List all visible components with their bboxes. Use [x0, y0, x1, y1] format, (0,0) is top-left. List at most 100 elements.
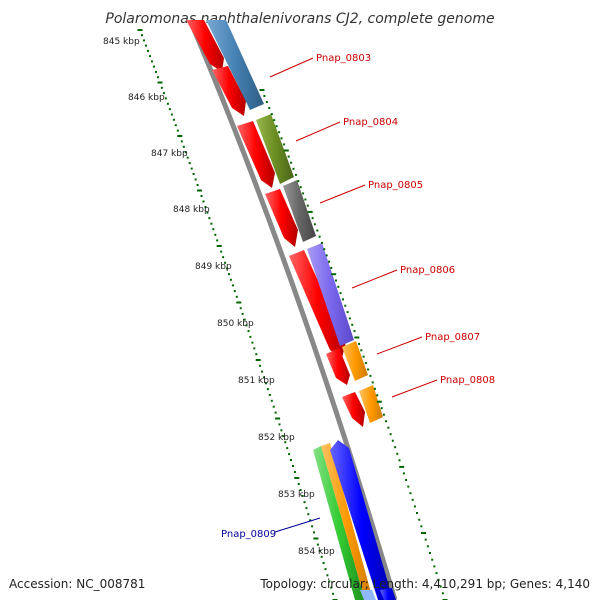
- ruler-dot: [387, 426, 390, 429]
- ruler-dot: [311, 525, 314, 528]
- ruler-dot: [184, 151, 187, 154]
- ruler-dot: [409, 492, 412, 495]
- ruler-dot: [331, 273, 337, 276]
- ruler-dot: [196, 184, 199, 186]
- cds-arrow[interactable]: [212, 66, 246, 116]
- gene-label-pnap-0809[interactable]: Pnap_0809: [221, 529, 276, 540]
- ruler-dot: [249, 335, 252, 338]
- ruler-dot: [270, 399, 273, 402]
- ruler-dot: [411, 498, 414, 501]
- ruler-dot: [228, 273, 230, 276]
- ruler-dot: [166, 102, 169, 105]
- ruler-dot: [313, 531, 315, 534]
- ruler-dot: [243, 318, 246, 321]
- map-title: Polaromonas naphthalenivorans CJ2, compl…: [105, 11, 494, 27]
- ruler-dot: [210, 222, 213, 225]
- ruler-dot: [149, 55, 151, 58]
- ruler-dot: [192, 173, 195, 175]
- feature-bar-olive[interactable]: [256, 114, 294, 184]
- ruler-dot: [266, 388, 269, 391]
- ruler-dot: [318, 235, 321, 238]
- ruler-dot: [145, 44, 147, 47]
- ruler-dot: [323, 248, 326, 251]
- ruler-dot: [255, 359, 261, 361]
- feature-bar-green[interactable]: [313, 446, 365, 600]
- ruler-dot: [261, 370, 264, 373]
- cds-arrow[interactable]: [342, 392, 365, 427]
- ruler-dot: [325, 254, 328, 257]
- ruler-dot: [311, 217, 314, 220]
- ruler-dot: [394, 446, 397, 449]
- tick-label: 853 kbp: [278, 490, 315, 500]
- tick-label: 852 kbp: [258, 433, 295, 443]
- ruler-dot: [307, 513, 310, 516]
- leader-line: [295, 121, 341, 142]
- ruler-dot: [405, 479, 408, 481]
- accession-text: Accession: NC_008781: [9, 577, 145, 591]
- cds-arrow-blue[interactable]: [330, 440, 393, 600]
- ruler-dot: [385, 420, 388, 423]
- ruler-dot: [282, 435, 285, 438]
- ruler-dot: [212, 228, 215, 231]
- ruler-dot: [301, 495, 304, 497]
- ruler-dot: [324, 568, 327, 571]
- ruler-dot: [407, 485, 410, 488]
- tick-label: 854 kbp: [298, 547, 335, 557]
- ruler-dot: [147, 49, 149, 52]
- gene-label-pnap-0803[interactable]: Pnap_0803: [316, 53, 371, 64]
- position-ruler: [137, 29, 338, 600]
- ruler-dot: [180, 140, 183, 143]
- ruler-dot: [245, 324, 248, 327]
- ruler-dot: [214, 233, 217, 236]
- ruler-dot: [376, 394, 379, 397]
- ruler-dot: [292, 465, 294, 467]
- tick-labels: 845 kbp 846 kbp 847 kbp 848 kbp 849 kbp …: [103, 37, 335, 557]
- cds-arrow[interactable]: [289, 250, 346, 358]
- ruler-dot: [290, 161, 293, 164]
- gene-label-pnap-0806[interactable]: Pnap_0806: [400, 265, 455, 276]
- ruler-dot: [229, 278, 232, 281]
- ruler-dot: [216, 245, 222, 247]
- ruler-dot: [270, 113, 273, 116]
- cds-arrow[interactable]: [237, 121, 275, 188]
- feature-bar-gray[interactable]: [283, 180, 316, 242]
- gene-label-pnap-0805[interactable]: Pnap_0805: [368, 180, 423, 191]
- gene-label-pnap-0807[interactable]: Pnap_0807: [425, 332, 480, 343]
- ruler-dot: [275, 125, 278, 128]
- ruler-dot: [235, 295, 238, 298]
- feature-bar-orange[interactable]: [359, 385, 383, 423]
- feature-bar-orange[interactable]: [321, 443, 373, 600]
- feature-bar-steelblue[interactable]: [206, 20, 264, 110]
- forward-cds-track: [186, 20, 365, 427]
- feature-bar-purple[interactable]: [307, 243, 354, 346]
- gene-label-pnap-0808[interactable]: Pnap_0808: [440, 375, 495, 386]
- ruler-dot: [177, 135, 183, 137]
- ruler-dot: [280, 137, 283, 140]
- ruler-dot: [332, 592, 335, 595]
- ruler-dot: [316, 543, 319, 546]
- ruler-dot: [293, 471, 296, 473]
- tick-label: 850 kbp: [217, 319, 254, 329]
- ruler-dot: [224, 261, 227, 264]
- ruler-dot: [197, 189, 202, 192]
- ruler-dot: [204, 206, 207, 208]
- gene-label-pnap-0804[interactable]: Pnap_0804: [343, 117, 398, 128]
- ruler-dot: [321, 241, 323, 244]
- ruler-dot: [304, 198, 307, 201]
- genome-backbone: [187, 19, 398, 600]
- feature-bar-blue[interactable]: [380, 588, 396, 600]
- cds-arrow[interactable]: [265, 189, 298, 247]
- ruler-dot: [273, 119, 276, 122]
- ruler-dot: [283, 149, 289, 152]
- tick-label: 847 kbp: [151, 149, 188, 159]
- cds-arrow[interactable]: [186, 20, 224, 72]
- feature-bar-orange[interactable]: [342, 341, 368, 381]
- ruler-dot: [280, 429, 283, 432]
- ruler-dot: [274, 411, 277, 414]
- cds-arrow[interactable]: [326, 348, 350, 385]
- feature-bar-lightblue[interactable]: [360, 590, 376, 600]
- ruler-dot: [239, 307, 242, 310]
- ruler-dot: [318, 549, 321, 552]
- ruler-dot: [373, 387, 376, 390]
